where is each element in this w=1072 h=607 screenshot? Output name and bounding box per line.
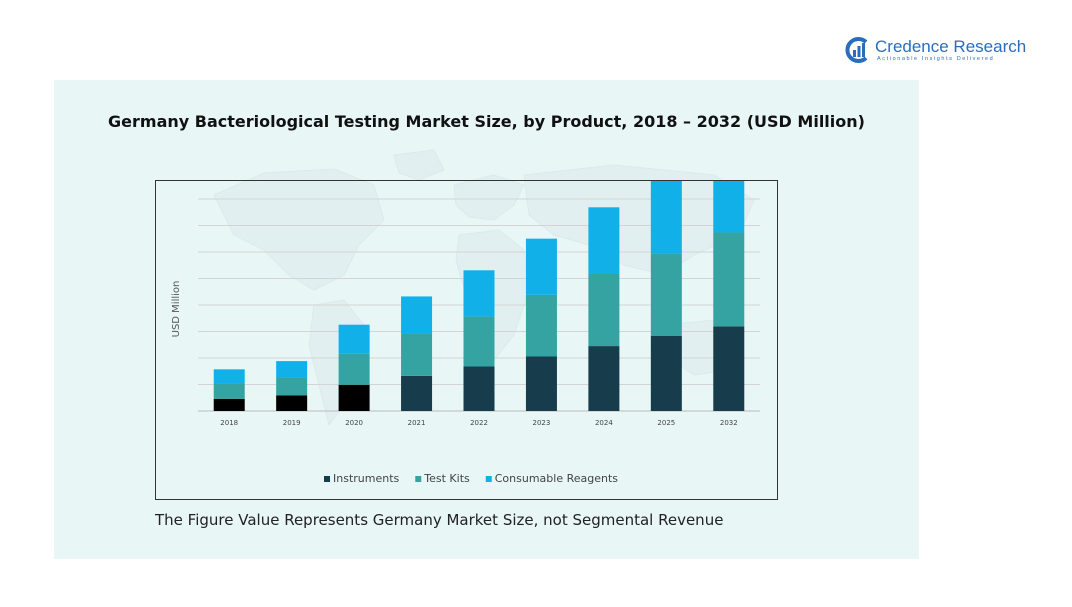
bar-test-kits-2025 [650, 253, 682, 337]
bar-consumable-reagents-2023 [525, 238, 557, 295]
x-tick-label: 2023 [533, 419, 551, 427]
bar-test-kits-2024 [588, 273, 620, 347]
legend-label: Consumable Reagents [495, 472, 619, 485]
bar-instruments-2018 [213, 398, 245, 411]
bar-consumable-reagents-2022 [463, 270, 495, 317]
x-tick-label: 2020 [345, 419, 363, 427]
bar-instruments-2023 [525, 356, 557, 411]
x-tick-label: 2019 [283, 419, 301, 427]
legend-label: Instruments [333, 472, 400, 485]
bar-test-kits-2018 [213, 383, 245, 399]
bar-instruments-2024 [588, 346, 620, 411]
brand-logo: Credence Research Actionable Insights De… [844, 34, 1034, 68]
legend-swatch-consumable-reagents [485, 476, 492, 482]
bar-test-kits-2023 [525, 294, 557, 357]
x-tick-label: 2022 [470, 419, 488, 427]
bar-consumable-reagents-2025 [650, 181, 682, 254]
legend-label: Test Kits [423, 472, 470, 485]
bar-consumable-reagents-2032 [713, 181, 745, 233]
bar-consumable-reagents-2019 [276, 361, 308, 378]
chart-panel: Germany Bacteriological Testing Market S… [54, 80, 919, 559]
bars [213, 181, 745, 411]
bar-test-kits-2032 [713, 232, 745, 327]
bar-instruments-2020 [338, 384, 370, 411]
x-tick-labels: 2018 2019 2020 2021 2022 2023 2024 2025 2032 [220, 419, 737, 427]
bar-instruments-2032 [713, 326, 745, 411]
bar-instruments-2025 [650, 336, 682, 411]
bar-consumable-reagents-2024 [588, 207, 620, 274]
bar-test-kits-2019 [276, 377, 308, 396]
x-tick-label: 2021 [408, 419, 426, 427]
legend: Instruments Test Kits Consumable Reagents [324, 472, 618, 485]
bar-consumable-reagents-2021 [401, 296, 433, 334]
legend-swatch-instruments [324, 476, 330, 482]
bar-test-kits-2021 [401, 333, 433, 376]
brand-tagline: Actionable Insights Delivered [877, 56, 995, 62]
x-tick-label: 2024 [595, 419, 613, 427]
legend-swatch-test-kits [415, 476, 422, 482]
brand-name: Credence Research [875, 37, 1027, 56]
bar-chart: USD Million 2018 2019 2020 2021 2022 2023 2024… [171, 181, 760, 485]
bar-instruments-2019 [276, 395, 308, 411]
bar-test-kits-2022 [463, 316, 495, 367]
x-tick-label: 2018 [220, 419, 238, 427]
bar-test-kits-2020 [338, 353, 370, 385]
bar-instruments-2022 [463, 366, 495, 411]
bar-consumable-reagents-2020 [338, 324, 370, 354]
chart-title: Germany Bacteriological Testing Market S… [108, 112, 865, 131]
x-tick-label: 2032 [720, 419, 738, 427]
y-axis-label: USD Million [171, 281, 182, 338]
bar-instruments-2021 [401, 375, 433, 411]
x-tick-label: 2025 [657, 419, 675, 427]
bar-consumable-reagents-2018 [213, 369, 245, 384]
footnote: The Figure Value Represents Germany Mark… [155, 511, 724, 529]
credence-logo-icon [845, 37, 868, 63]
chart-frame: USD Million 2018 2019 2020 2021 2022 2023 2024… [155, 180, 778, 500]
